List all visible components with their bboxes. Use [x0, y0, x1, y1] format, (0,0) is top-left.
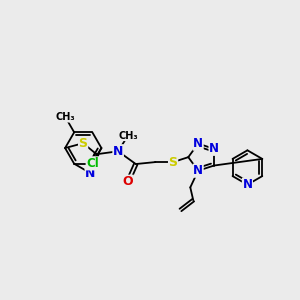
Text: N: N — [113, 145, 123, 158]
Text: N: N — [85, 167, 95, 180]
Text: S: S — [79, 137, 88, 150]
Text: S: S — [169, 156, 178, 169]
Text: CH₃: CH₃ — [56, 112, 75, 122]
Text: N: N — [193, 137, 203, 150]
Text: Cl: Cl — [86, 157, 99, 170]
Text: N: N — [209, 142, 219, 155]
Text: N: N — [242, 178, 252, 191]
Text: CH₃: CH₃ — [118, 130, 138, 141]
Text: N: N — [193, 164, 203, 177]
Text: O: O — [123, 175, 133, 188]
